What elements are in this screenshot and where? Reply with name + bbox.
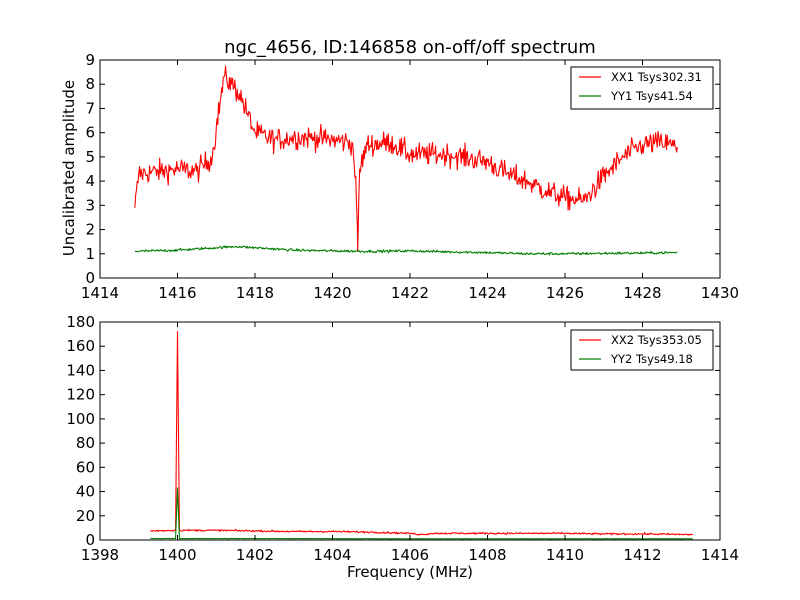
x-tick-label: 1430	[701, 284, 739, 302]
legend-label: YY1 Tsys41.54	[610, 89, 693, 103]
x-tick-label: 1428	[623, 284, 661, 302]
x-tick-label: 1404	[313, 546, 351, 564]
x-tick-label: 1410	[546, 546, 584, 564]
y-tick-label: 0	[85, 269, 95, 287]
y-axis-label: Uncalibrated amplitude	[60, 80, 78, 256]
y-tick-label: 0	[85, 531, 95, 549]
y-tick-label: 7	[85, 99, 95, 117]
series-line-1-2	[134, 245, 678, 256]
y-tick-label: 160	[66, 337, 95, 355]
y-tick-label: 4	[85, 172, 95, 190]
panel-1: 1414 1416 1418 1420 1422 1424 1426 1428 1430 0 1 2 3…	[81, 51, 739, 302]
legend-box-2	[570, 329, 714, 371]
y-tick-label: 180	[66, 313, 95, 331]
y-tick-label: 20	[76, 507, 95, 525]
y-tick-label: 120	[66, 386, 95, 404]
x-tick-label: 1426	[546, 284, 584, 302]
series-line-2-2	[150, 487, 693, 540]
x-axis-label: Frequency (MHz)	[347, 563, 473, 581]
y-tick-label: 60	[76, 458, 95, 476]
y-tick-label: 2	[85, 221, 95, 239]
series-line-2-1	[150, 331, 693, 536]
x-tick-label: 1420	[313, 284, 351, 302]
series-line-1-1	[134, 65, 678, 252]
plot-panels: 1414 1416 1418 1420 1422 1424 1426 1428 1430 0 1 2 3…	[66, 51, 739, 564]
x-tick-label: 1406	[391, 546, 429, 564]
x-tick-label: 1398	[81, 546, 119, 564]
x-tick-label: 1402	[236, 546, 274, 564]
y-tick-label: 80	[76, 434, 95, 452]
chart-title: ngc_4656, ID:146858 on-off/off spectrum	[224, 37, 596, 58]
x-tick-label: 1408	[468, 546, 506, 564]
x-tick-label: 1422	[391, 284, 429, 302]
legend-label: XX1 Tsys302.31	[611, 70, 702, 84]
x-tick-label: 1418	[236, 284, 274, 302]
y-tick-label: 1	[85, 245, 95, 263]
y-tick-label: 8	[85, 75, 95, 93]
panel-2: 1398 1400 1402 1404 1406 1408 1410 1412 1414 0 20 4…	[66, 313, 739, 564]
x-tick-label: 1414	[701, 546, 739, 564]
y-tick-label: 40	[76, 483, 95, 501]
x-tick-label: 1400	[158, 546, 196, 564]
legend-box-1	[570, 66, 714, 110]
legend-label: YY2 Tsys49.18	[610, 352, 693, 366]
legend-label: XX2 Tsys353.05	[611, 333, 702, 347]
y-tick-label: 3	[85, 196, 95, 214]
x-tick-label: 1414	[81, 284, 119, 302]
y-tick-label: 100	[66, 410, 95, 428]
y-tick-label: 5	[85, 148, 95, 166]
x-tick-label: 1424	[468, 284, 506, 302]
x-tick-label: 1412	[623, 546, 661, 564]
y-tick-label: 9	[85, 51, 95, 69]
y-tick-label: 6	[85, 124, 95, 142]
x-tick-label: 1416	[158, 284, 196, 302]
y-tick-label: 140	[66, 361, 95, 379]
